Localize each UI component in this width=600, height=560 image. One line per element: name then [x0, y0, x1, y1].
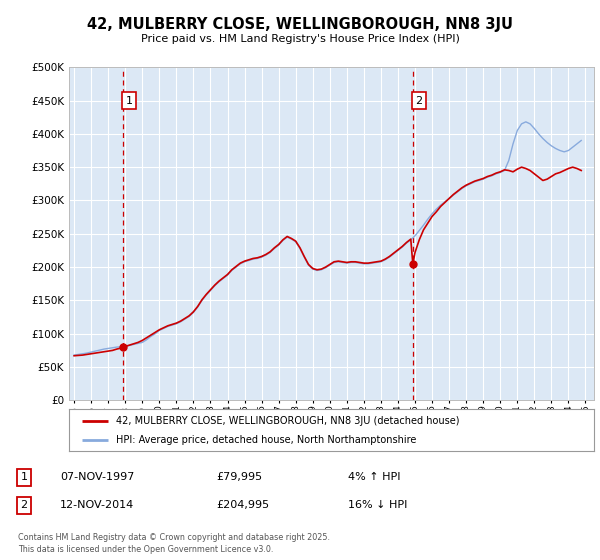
Text: 42, MULBERRY CLOSE, WELLINGBOROUGH, NN8 3JU (detached house): 42, MULBERRY CLOSE, WELLINGBOROUGH, NN8 …	[116, 416, 460, 426]
Text: 1: 1	[125, 96, 133, 105]
Text: 2: 2	[415, 96, 422, 105]
Text: Contains HM Land Registry data © Crown copyright and database right 2025.
This d: Contains HM Land Registry data © Crown c…	[18, 533, 330, 554]
Text: £204,995: £204,995	[216, 500, 269, 510]
Text: 07-NOV-1997: 07-NOV-1997	[60, 472, 134, 482]
Text: 4% ↑ HPI: 4% ↑ HPI	[348, 472, 401, 482]
Text: HPI: Average price, detached house, North Northamptonshire: HPI: Average price, detached house, Nort…	[116, 435, 416, 445]
Text: 12-NOV-2014: 12-NOV-2014	[60, 500, 134, 510]
Text: 2: 2	[20, 500, 28, 510]
Text: 16% ↓ HPI: 16% ↓ HPI	[348, 500, 407, 510]
Text: £79,995: £79,995	[216, 472, 262, 482]
Text: 1: 1	[20, 472, 28, 482]
Text: Price paid vs. HM Land Registry's House Price Index (HPI): Price paid vs. HM Land Registry's House …	[140, 34, 460, 44]
Text: 42, MULBERRY CLOSE, WELLINGBOROUGH, NN8 3JU: 42, MULBERRY CLOSE, WELLINGBOROUGH, NN8 …	[87, 17, 513, 32]
